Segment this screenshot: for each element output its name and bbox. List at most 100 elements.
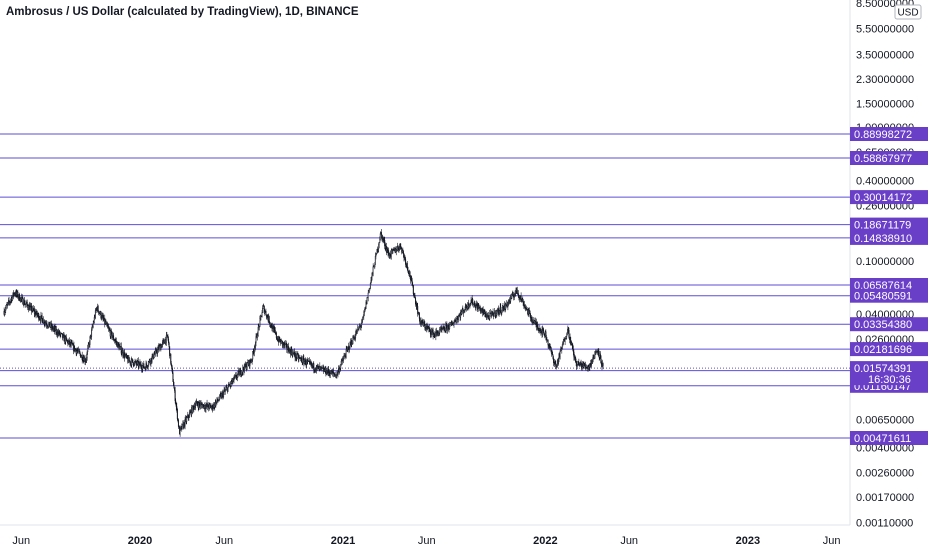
candle-1012 (560, 346, 562, 352)
candle-734 (407, 266, 409, 273)
level-tag-11[interactable]: 0.00471611 (850, 431, 928, 445)
candle-1003 (555, 359, 557, 370)
candle-452 (252, 351, 254, 362)
svg-text:0.30014172: 0.30014172 (854, 192, 912, 204)
level-tag-0[interactable]: 0.88998272 (850, 127, 928, 141)
candle-935 (517, 290, 519, 298)
candle-153 (87, 341, 89, 350)
candle-768 (426, 323, 428, 333)
horizontal-levels (0, 133, 850, 439)
candle-1074 (594, 350, 596, 359)
candle-921 (510, 294, 512, 304)
candle-1016 (562, 343, 564, 347)
candle-385 (215, 400, 217, 408)
candle-250 (141, 364, 143, 373)
candle-247 (139, 359, 141, 369)
candle-269 (151, 353, 153, 364)
candle-550 (306, 358, 308, 368)
candle-304 (170, 361, 172, 367)
candle-771 (427, 326, 429, 333)
candle-815 (451, 320, 453, 326)
candle-403 (225, 385, 227, 392)
candle-1042 (576, 363, 578, 370)
candle-434 (242, 364, 244, 376)
candle-904 (500, 311, 502, 317)
candle-314 (176, 402, 178, 413)
candle-404 (225, 384, 227, 390)
time-tick-1: 2020 (128, 535, 152, 547)
candle-795 (440, 324, 442, 332)
candle-639 (355, 330, 357, 342)
time-tick-8: Jun (823, 535, 841, 547)
level-tag-7[interactable]: 0.03354380 (850, 317, 928, 332)
currency-badge[interactable]: USD (894, 4, 922, 20)
level-tag-1[interactable]: 0.58867977 (850, 151, 928, 165)
candle-936 (518, 294, 520, 301)
level-tag-3[interactable]: 0.18671179 (850, 217, 928, 232)
level-tag-8[interactable]: 0.02181696 (850, 342, 928, 357)
candle-83 (49, 321, 51, 328)
candle-130 (75, 347, 77, 351)
chart-legend: Ambrosus / US Dollar (calculated by Trad… (6, 6, 359, 18)
candle-1027 (568, 327, 570, 339)
candle-112 (65, 334, 67, 345)
candle-707 (392, 248, 394, 254)
candle-1081 (598, 348, 600, 358)
candle-303 (170, 353, 172, 366)
candle-122 (70, 339, 72, 348)
candle-1015 (561, 341, 563, 350)
candle-42 (26, 299, 28, 307)
level-tag-4[interactable]: 0.14838910 (850, 230, 928, 245)
candle-154 (88, 342, 90, 349)
candle-386 (215, 401, 217, 404)
candle-60 (36, 310, 38, 318)
candle-864 (478, 306, 480, 311)
candle-140 (80, 355, 82, 359)
candle-463 (258, 323, 260, 331)
candle-652 (362, 316, 364, 323)
candle-428 (239, 367, 241, 376)
candle-1053 (582, 361, 584, 370)
candle-827 (458, 313, 460, 317)
candle-430 (240, 368, 242, 378)
candle-176 (100, 310, 102, 320)
candle-985 (545, 329, 547, 341)
candle-995 (550, 347, 552, 357)
candle-563 (313, 361, 315, 374)
candle-133 (76, 348, 78, 353)
candle-317 (177, 418, 179, 429)
candle-925 (512, 290, 514, 297)
candle-442 (246, 362, 248, 370)
candle-15 (11, 294, 13, 302)
svg-text:0.18671179: 0.18671179 (854, 220, 911, 232)
candle-501 (279, 336, 281, 343)
candle-683 (379, 236, 381, 244)
candle-367 (205, 401, 207, 413)
candle-894 (495, 315, 497, 319)
candle-686 (380, 228, 382, 239)
candle-826 (457, 314, 459, 323)
level-tag-2[interactable]: 0.30014172 (850, 190, 928, 205)
candle-684 (379, 231, 381, 241)
candle-190 (108, 323, 110, 332)
candle-634 (352, 335, 354, 345)
candle-307 (172, 370, 174, 383)
candle-495 (275, 331, 277, 340)
candle-1008 (558, 357, 560, 366)
candle-848 (470, 302, 472, 307)
candle-777 (430, 327, 432, 338)
candle-324 (181, 423, 183, 430)
candle-867 (480, 310, 482, 314)
candle-675 (374, 252, 376, 265)
candlestick-series (3, 228, 604, 437)
candle-159 (91, 327, 93, 341)
candle-570 (317, 363, 319, 371)
candle-308 (173, 378, 175, 386)
candle-183 (104, 314, 106, 328)
candle-531 (295, 350, 297, 362)
candle-818 (453, 320, 455, 328)
candle-315 (176, 408, 178, 421)
level-tag-6[interactable]: 0.05480591 (850, 288, 928, 303)
